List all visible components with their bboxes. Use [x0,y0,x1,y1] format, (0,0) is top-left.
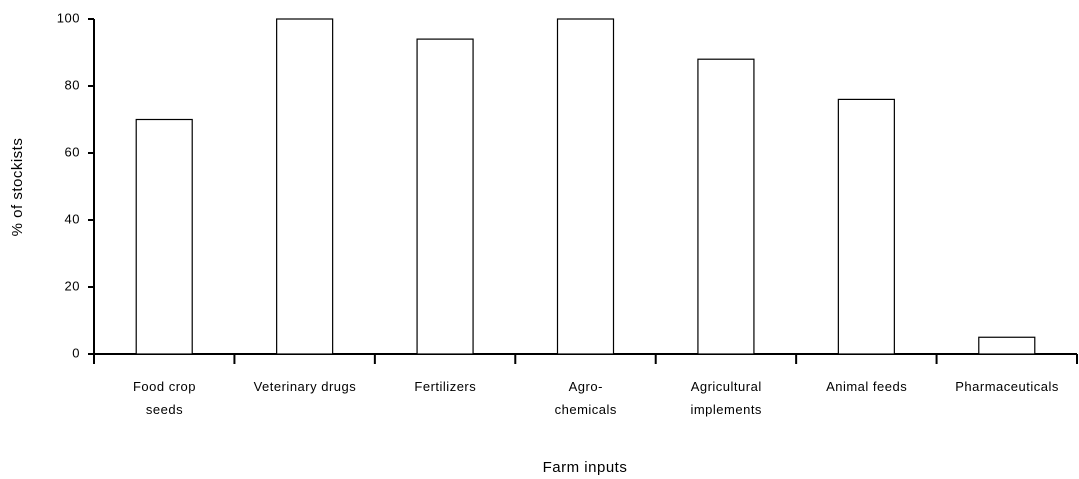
x-axis-label: Farm inputs [543,459,628,476]
bar [978,336,1036,355]
x-tick-label: Agro- chemicals [554,379,617,417]
x-tick-label: Agricultural implements [690,379,762,417]
y-tick-label: 20 [65,278,80,293]
bar [697,58,755,355]
x-tick-label: Food crop seeds [132,379,197,417]
y-tick-label: 80 [65,77,80,92]
bar [837,98,895,355]
y-axis-label: % of stockists [9,138,26,237]
y-tick-label: 60 [65,144,80,159]
x-tick-label: Pharmaceuticals [955,379,1059,394]
y-tick-label: 100 [57,10,80,25]
bar [416,38,474,355]
bar [276,18,334,355]
x-tick-label: Veterinary drugs [253,379,357,394]
bar [556,18,615,355]
x-tick-label: Animal feeds [826,379,908,394]
x-tick-label: Fertilizers [414,379,477,394]
y-tick-label: 0 [72,345,80,360]
y-tick-label: 40 [65,211,80,226]
bar [135,118,193,355]
